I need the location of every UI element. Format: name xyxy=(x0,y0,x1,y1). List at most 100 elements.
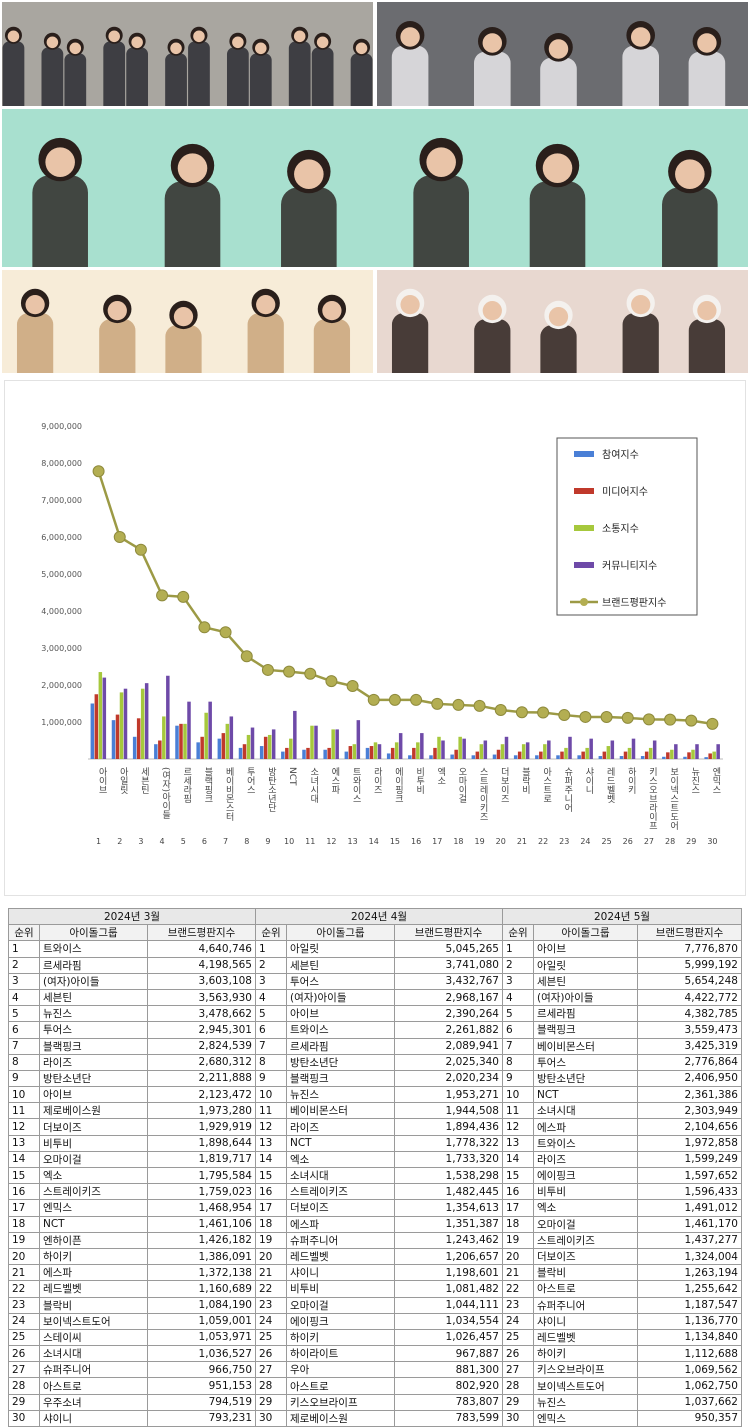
line-point xyxy=(537,706,550,719)
bar-미디어지수 xyxy=(221,733,226,759)
bar-참여지수 xyxy=(386,753,391,759)
y-tick-label: 3,000,000 xyxy=(41,644,82,653)
table-row: 16 스트레이키즈 1,482,445 xyxy=(255,1183,503,1201)
line-point xyxy=(410,693,423,706)
group-cell: 엔믹스 xyxy=(39,1199,148,1217)
rank-cell: 13 xyxy=(502,1134,534,1152)
y-tick-label: 8,000,000 xyxy=(41,459,82,468)
bar-소통지수 xyxy=(162,716,166,759)
x-rank-label: 26 xyxy=(623,837,633,846)
x-category-label: 투어스 xyxy=(245,767,255,794)
table-row: 9 방탄소년단 2,406,950 xyxy=(502,1069,742,1088)
score-cell: 3,432,767 xyxy=(394,972,503,990)
line-point xyxy=(706,717,719,730)
table-row: 22 아스트로 1,255,642 xyxy=(502,1280,742,1298)
score-cell: 1,973,280 xyxy=(147,1102,256,1120)
table-row: 28 보이넥스트도어 1,062,750 xyxy=(502,1377,742,1395)
x-rank-label: 6 xyxy=(202,837,207,846)
score-cell: 1,059,001 xyxy=(147,1312,256,1330)
x-rank-label: 18 xyxy=(453,837,463,846)
line-point xyxy=(92,465,105,478)
person-figure xyxy=(99,319,136,373)
table-row: 23 블락비 1,084,190 xyxy=(8,1296,256,1314)
bar-소통지수 xyxy=(458,736,462,759)
ranking-table-may: 2024년 5월 순위 아이돌그룹 브랜드평판지수 1 아이브 7,776,870 2 아일릿 5… xyxy=(502,907,742,1427)
person-figure xyxy=(473,51,511,106)
x-category-label: 오마이걸 xyxy=(456,767,466,803)
rank-cell: 22 xyxy=(8,1280,40,1298)
score-cell: 1,778,322 xyxy=(394,1134,503,1152)
legend-label: 참여지수 xyxy=(602,449,639,461)
bar-커뮤니티지수 xyxy=(271,729,276,759)
line-point xyxy=(452,698,465,711)
score-cell: 1,069,562 xyxy=(637,1361,742,1379)
group-cell: 슈퍼주니어 xyxy=(39,1361,148,1379)
x-rank-label: 2 xyxy=(117,837,122,846)
score-cell: 5,654,248 xyxy=(637,972,742,990)
group-cell: 뉴진스 xyxy=(533,1393,638,1411)
score-cell: 2,020,234 xyxy=(394,1069,503,1088)
x-category-label: 더보이즈 xyxy=(499,767,509,803)
line-point xyxy=(177,590,190,603)
bar-소통지수 xyxy=(267,734,272,759)
bar-커뮤니티지수 xyxy=(716,744,720,759)
person-figure xyxy=(662,187,718,267)
group-cell: 방탄소년단 xyxy=(533,1069,638,1088)
score-cell: 1,597,652 xyxy=(637,1166,742,1185)
bar-미디어지수 xyxy=(94,694,99,759)
group-cell: 트와이스 xyxy=(39,940,148,958)
person-figure xyxy=(2,41,25,106)
group-cell: 더보이즈 xyxy=(286,1199,395,1217)
rank-cell: 25 xyxy=(8,1328,40,1347)
score-cell: 966,750 xyxy=(147,1361,256,1379)
bar-미디어지수 xyxy=(475,751,480,759)
table-row: 27 키스오브라이프 1,069,562 xyxy=(502,1361,742,1379)
table-row: 10 아이브 2,123,472 xyxy=(8,1086,256,1104)
column-header: 브랜드평판지수 xyxy=(394,924,503,942)
photo-group-ive xyxy=(2,270,373,373)
group-cell: 방탄소년단 xyxy=(286,1053,395,1071)
score-cell: 1,053,971 xyxy=(147,1328,256,1347)
person-figure xyxy=(540,325,577,373)
rank-cell: 14 xyxy=(8,1150,40,1169)
group-cell: 아이브 xyxy=(533,940,638,958)
rank-cell: 27 xyxy=(8,1361,40,1379)
group-cell: 하이키 xyxy=(533,1345,638,1363)
group-cell: 르세라핌 xyxy=(533,1005,638,1023)
score-cell: 1,206,657 xyxy=(394,1247,503,1266)
table-row: 17 엑소 1,491,012 xyxy=(502,1199,742,1217)
line-point xyxy=(367,693,380,706)
line-point xyxy=(113,531,126,544)
bar-참여지수 xyxy=(323,749,327,759)
rank-cell: 9 xyxy=(255,1069,287,1088)
rank-cell: 10 xyxy=(502,1086,534,1104)
bar-참여지수 xyxy=(90,703,95,759)
group-cell: 하이라이트 xyxy=(286,1345,395,1363)
bar-미디어지수 xyxy=(433,747,437,759)
table-row: 25 하이키 1,026,457 xyxy=(255,1328,503,1347)
score-cell: 3,559,473 xyxy=(637,1021,742,1039)
bar-참여지수 xyxy=(365,747,370,759)
bar-커뮤니티지수 xyxy=(547,740,551,759)
rank-cell: 23 xyxy=(502,1296,534,1314)
table-row: 18 오마이걸 1,461,170 xyxy=(502,1215,742,1233)
score-cell: 1,944,508 xyxy=(394,1102,503,1120)
score-cell: 1,026,457 xyxy=(394,1328,503,1347)
score-cell: 1,372,138 xyxy=(147,1264,256,1282)
x-category-label: 에이핑크 xyxy=(393,767,403,803)
group-cell: 아스트로 xyxy=(39,1377,148,1395)
person-figure xyxy=(165,325,202,373)
group-cell: 투어스 xyxy=(286,972,395,990)
rank-cell: 1 xyxy=(255,940,287,958)
rank-cell: 8 xyxy=(255,1053,287,1071)
rank-cell: 30 xyxy=(8,1409,40,1427)
line-point xyxy=(431,697,444,710)
group-cell: 키스오브라이프 xyxy=(286,1393,395,1411)
score-cell: 802,920 xyxy=(394,1377,503,1395)
x-category-label: 스트레이키즈 xyxy=(478,767,488,821)
x-rank-label: 12 xyxy=(326,837,336,846)
photo-group-lesserafim xyxy=(2,109,748,267)
table-row: 5 아이브 2,390,264 xyxy=(255,1005,503,1023)
table-row: 2 르세라핌 4,198,565 xyxy=(8,956,256,974)
score-cell: 1,599,249 xyxy=(637,1150,742,1169)
